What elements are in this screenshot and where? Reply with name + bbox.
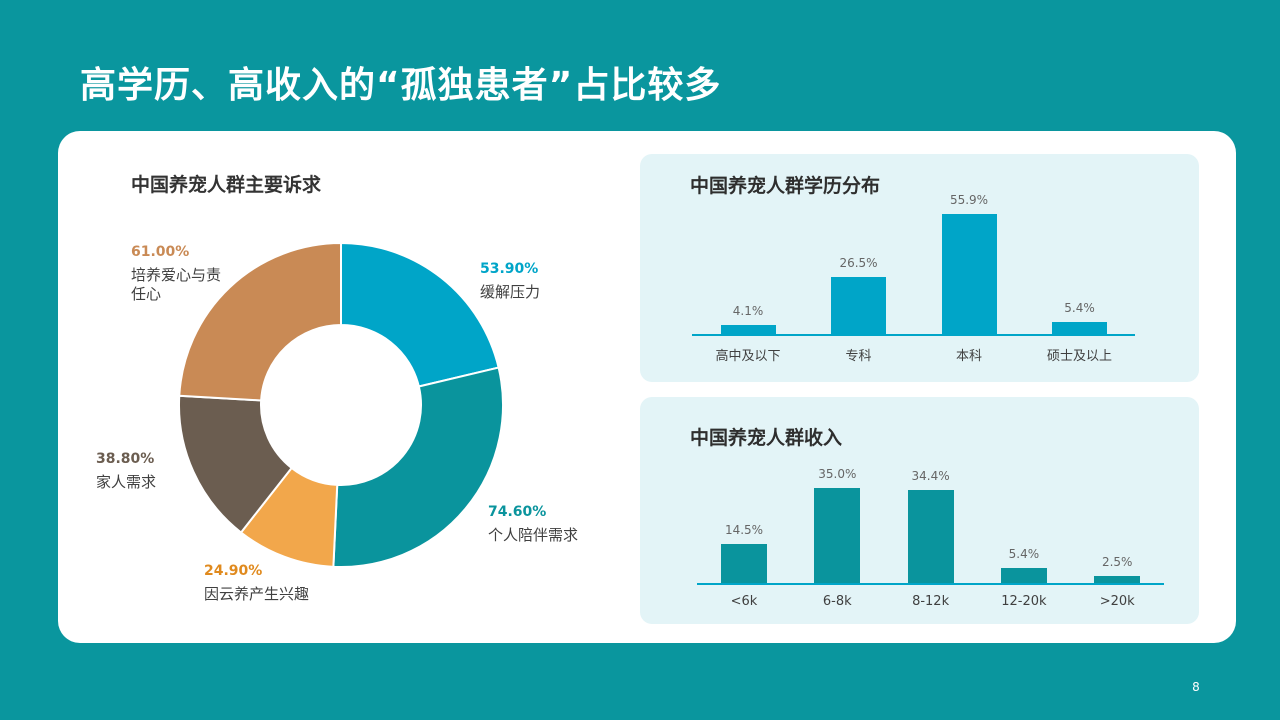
bar bbox=[814, 488, 861, 583]
bar-category-label: <6k bbox=[730, 594, 758, 609]
donut-label-category: 缓解压力 bbox=[480, 283, 541, 301]
income-bar-chart: 14.5% <6k 35.0% 6-8k 34.4% 8-12k 5.4% 12-20k 2.5… bbox=[640, 397, 1199, 624]
page-number: 8 bbox=[1192, 680, 1200, 694]
bar-value-label: 2.5% bbox=[1101, 555, 1133, 570]
bar bbox=[720, 325, 776, 334]
donut-label-companionship: 74.60% 个人陪伴需求 bbox=[488, 503, 578, 545]
bar-category-label: 本科 bbox=[955, 349, 982, 364]
bar-value-label: 5.4% bbox=[1008, 547, 1040, 562]
bar bbox=[1052, 322, 1107, 334]
bar-value-label: 26.5% bbox=[839, 256, 878, 271]
education-bar-chart: 4.1% 高中及以下 26.5% 专科 55.9% 本科 5.4% 硕士及以上 bbox=[640, 154, 1199, 382]
donut-label-responsibility: 61.00% 培养爱心与责任心 bbox=[131, 243, 223, 304]
bar-category-label: 高中及以下 bbox=[715, 349, 781, 364]
bar-value-label: 14.5% bbox=[724, 522, 764, 537]
bar bbox=[721, 543, 767, 583]
bar-value-label: 5.4% bbox=[1064, 301, 1095, 316]
donut-segment bbox=[340, 241, 500, 388]
donut-chart-title: 中国养宠人群主要诉求 bbox=[131, 174, 322, 196]
donut-label-family-needs: 38.80% 家人需求 bbox=[96, 450, 156, 492]
donut-segment bbox=[332, 366, 504, 568]
bar bbox=[1094, 576, 1141, 583]
bar-category-label: 硕士及以上 bbox=[1046, 349, 1112, 364]
donut-label-value: 24.90% bbox=[204, 563, 263, 579]
bar bbox=[907, 489, 954, 583]
slide-title: 高学历、高收入的“孤独患者”占比较多 bbox=[80, 65, 722, 106]
bar-value-label: 35.0% bbox=[818, 467, 857, 481]
bar bbox=[831, 277, 886, 334]
bar-value-label: 34.4% bbox=[911, 468, 950, 483]
donut-segment bbox=[178, 241, 342, 402]
donut-label-category: 个人陪伴需求 bbox=[488, 526, 579, 544]
bar-category-label: 8-12k bbox=[912, 594, 950, 609]
donut-label-value: 53.90% bbox=[480, 261, 539, 277]
bar-category-label: 专科 bbox=[845, 349, 872, 364]
donut-label-category: 因云养产生兴趣 bbox=[204, 585, 310, 603]
income-chart-panel: 中国养宠人群收入 14.5% <6k 35.0% 6-8k 34.4% 8-12k 5.4%… bbox=[640, 397, 1199, 624]
donut-label-category: 培养爱心与责任心 bbox=[131, 266, 222, 303]
bar bbox=[941, 214, 997, 334]
donut-label-cloud-pet-interest: 24.90% 因云养产生兴趣 bbox=[204, 562, 309, 604]
bar-category-label: >20k bbox=[1099, 594, 1135, 609]
donut-label-value: 38.80% bbox=[96, 451, 155, 467]
donut-label-category: 家人需求 bbox=[96, 473, 157, 491]
donut-label-value: 61.00% bbox=[131, 244, 190, 260]
x-axis-line bbox=[697, 583, 1164, 585]
education-chart-title: 中国养宠人群学历分布 bbox=[690, 175, 881, 197]
bar-category-label: 6-8k bbox=[822, 594, 852, 609]
donut-label-value: 74.60% bbox=[488, 504, 547, 520]
bar bbox=[1000, 568, 1047, 583]
donut-label-stress-relief: 53.90% 缓解压力 bbox=[480, 260, 540, 302]
education-chart-panel: 中国养宠人群学历分布 4.1% 高中及以下 26.5% 专科 55.9% 本科 5.4% 硕士… bbox=[640, 154, 1199, 382]
x-axis-line bbox=[692, 334, 1135, 336]
bar-category-label: 12-20k bbox=[1001, 594, 1047, 609]
income-chart-title: 中国养宠人群收入 bbox=[690, 427, 843, 449]
bar-value-label: 55.9% bbox=[949, 193, 989, 208]
bar-value-label: 4.1% bbox=[732, 304, 764, 319]
